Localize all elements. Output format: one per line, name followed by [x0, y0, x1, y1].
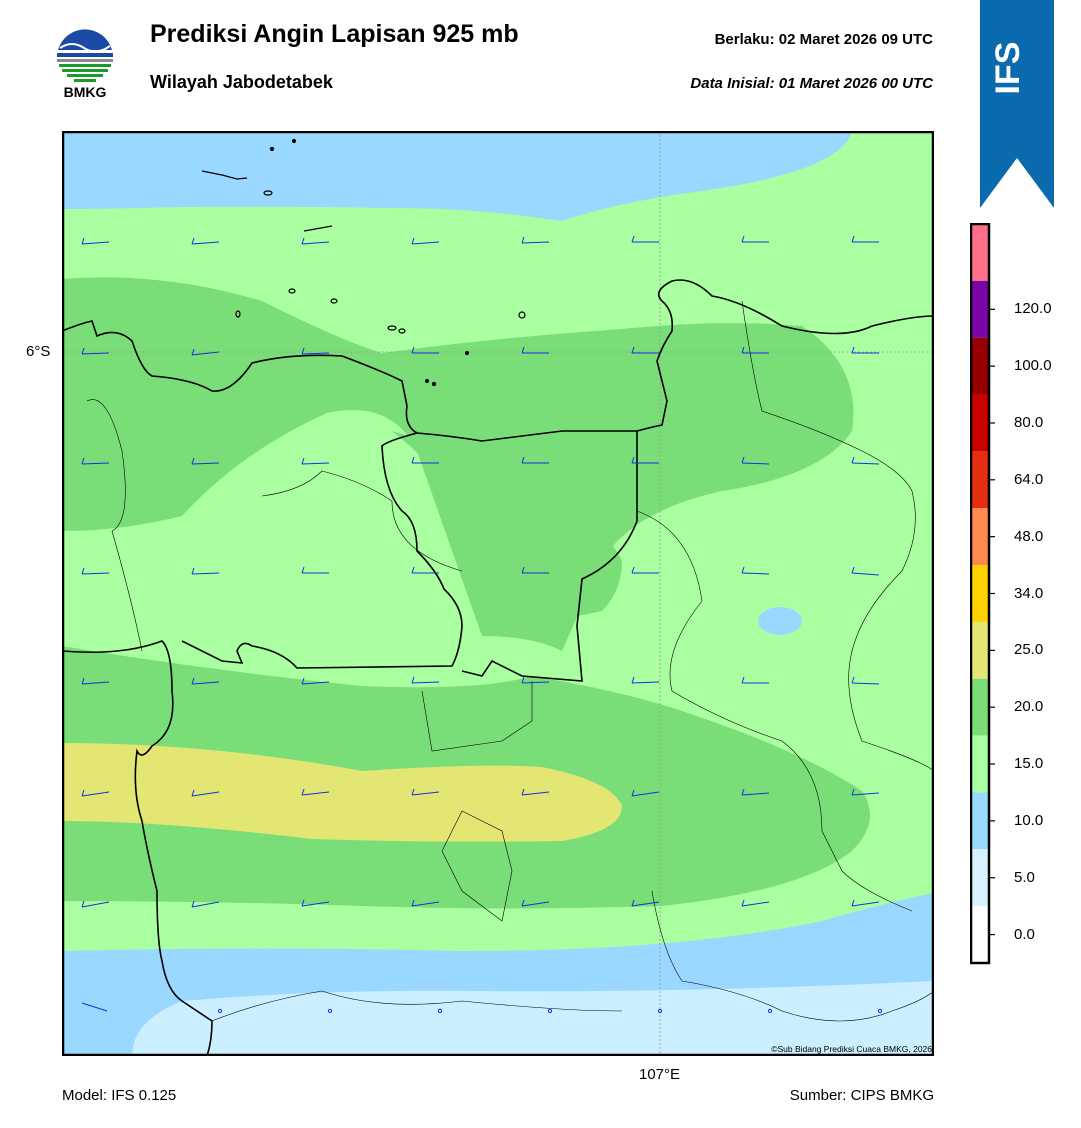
colorbar-segment — [971, 906, 989, 963]
colorbar-tick-label: 120.0 — [1014, 300, 1052, 318]
wind-field-top-blue — [62, 131, 934, 221]
ifs-ribbon — [980, 0, 1054, 208]
lon-label: 107°E — [639, 1066, 681, 1083]
wind-map — [62, 131, 934, 1056]
colorbar-segment — [971, 224, 989, 281]
colorbar-tick-label: 100.0 — [1014, 357, 1052, 375]
colorbar-tick-label: 20.0 — [1014, 698, 1044, 716]
wind-field-calm — [132, 981, 934, 1056]
coastline — [62, 279, 934, 442]
colorbar-segment — [971, 337, 989, 395]
colorbar-segment — [971, 621, 989, 679]
colorbar-segment — [971, 735, 989, 793]
lat-label: 6°S — [26, 343, 51, 360]
bmkg-logo-icon — [57, 28, 113, 84]
colorbar-tick-label: 15.0 — [1014, 755, 1044, 773]
colorbar-segment — [971, 280, 989, 338]
colorbar-tick-label: 10.0 — [1014, 811, 1044, 829]
colorbar-segment — [971, 394, 989, 452]
wind-field-blue-blob — [758, 607, 802, 635]
colorbar-segment — [971, 565, 989, 622]
jakarta-border — [181, 432, 463, 669]
wind-field-green-central — [392, 431, 622, 636]
model-label: Model: IFS 0.125 — [62, 1087, 177, 1104]
colorbar-segment — [971, 849, 989, 907]
colorbar-tick-label: 80.0 — [1014, 413, 1044, 431]
colorbar-segment — [971, 678, 989, 736]
wind-barbs — [81, 235, 883, 1014]
colorbar-segment — [971, 792, 989, 850]
valid-time: Berlaku: 02 Maret 2026 09 UTC — [714, 31, 933, 48]
map-frame — [62, 131, 934, 1056]
colorbar-tick-label: 0.0 — [1014, 925, 1035, 943]
page-subtitle: Wilayah Jabodetabek — [150, 72, 333, 92]
colorbar-tick-label: 48.0 — [1014, 527, 1044, 545]
source-label: Sumber: CIPS BMKG — [789, 1087, 934, 1104]
colorbar-tick-label: 5.0 — [1014, 868, 1035, 886]
ribbon-label: IFS — [989, 41, 1027, 95]
colorbar-segment — [971, 508, 989, 566]
init-time: Data Inisial: 01 Maret 2026 00 UTC — [690, 75, 933, 92]
colorbar-tick-label: 34.0 — [1014, 584, 1044, 602]
district-borders — [86, 300, 934, 1022]
colorbar — [970, 223, 995, 965]
credit-text: ©Sub Bidang Prediksi Cuaca BMKG, 2026 — [771, 1044, 932, 1054]
colorbar-segment — [971, 451, 989, 509]
banten-border — [461, 431, 638, 682]
province-border — [62, 640, 213, 1056]
page-title: Prediksi Angin Lapisan 925 mb — [150, 20, 519, 48]
colorbar-tick-label: 25.0 — [1014, 641, 1044, 659]
wind-field-yellow — [62, 743, 622, 842]
logo-text: BMKG — [63, 84, 107, 100]
colorbar-tick-label: 64.0 — [1014, 470, 1044, 488]
islands — [201, 138, 526, 387]
